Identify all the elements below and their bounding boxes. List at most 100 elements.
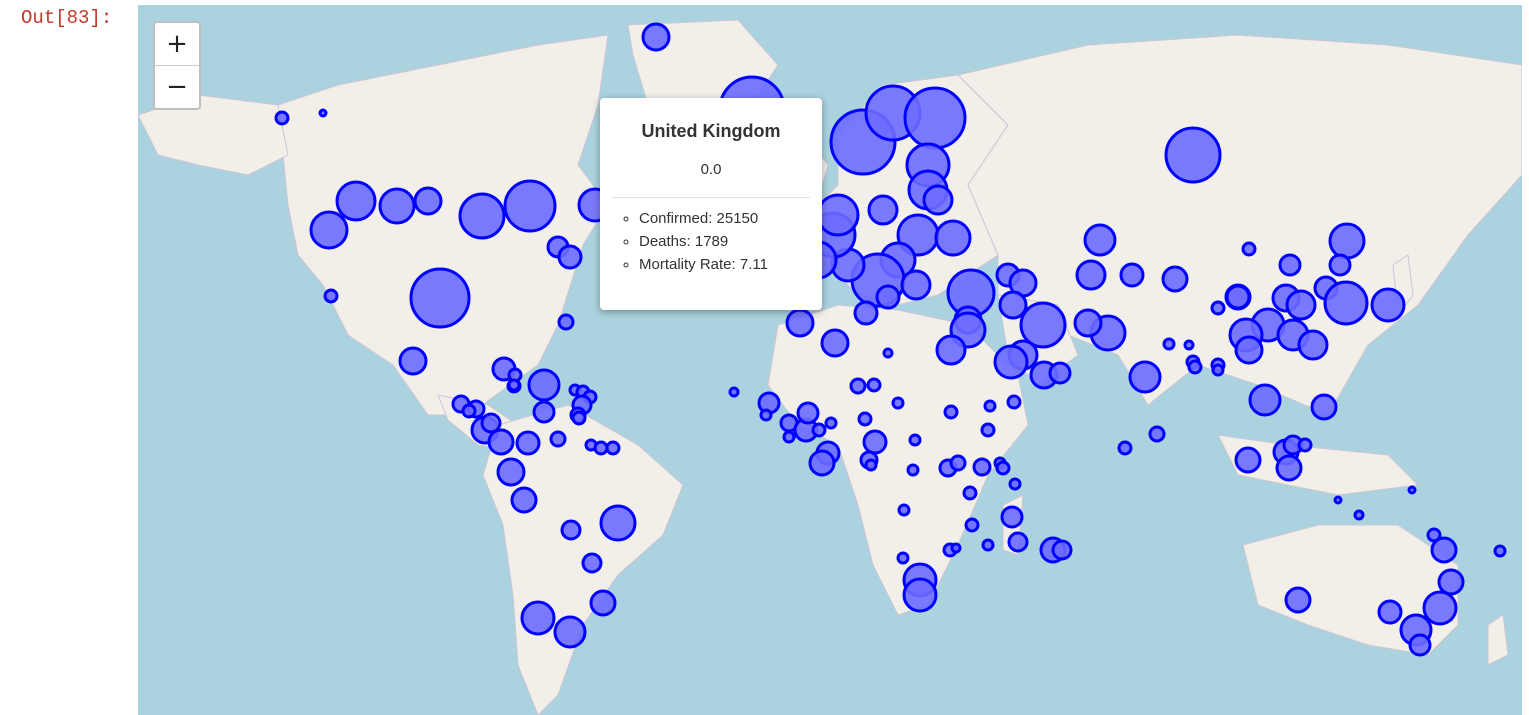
- country-marker-10[interactable]: [309, 210, 349, 250]
- zoom-out-button[interactable]: −: [155, 65, 199, 108]
- country-marker-143[interactable]: [950, 542, 962, 554]
- country-marker-118[interactable]: [882, 347, 894, 359]
- country-marker-97[interactable]: [1408, 633, 1432, 657]
- country-marker-121[interactable]: [983, 399, 997, 413]
- country-marker-50[interactable]: [1075, 259, 1107, 291]
- country-marker-152[interactable]: [496, 457, 526, 487]
- country-marker-113[interactable]: [866, 377, 882, 393]
- country-marker-15[interactable]: [398, 346, 428, 376]
- country-marker-53[interactable]: [1164, 126, 1222, 184]
- country-marker-106[interactable]: [796, 401, 820, 425]
- country-marker-127[interactable]: [972, 457, 992, 477]
- country-marker-114[interactable]: [857, 411, 873, 427]
- country-marker-40[interactable]: [935, 334, 967, 366]
- country-marker-137[interactable]: [1000, 505, 1024, 529]
- country-marker-164[interactable]: [532, 400, 556, 424]
- country-marker-133[interactable]: [897, 503, 911, 517]
- country-marker-72[interactable]: [1211, 363, 1225, 377]
- country-marker-163[interactable]: [527, 368, 561, 402]
- country-marker-79[interactable]: [1073, 308, 1103, 338]
- country-marker-2[interactable]: [318, 108, 328, 118]
- country-marker-63[interactable]: [1297, 329, 1329, 361]
- country-marker-119[interactable]: [891, 396, 905, 410]
- country-marker-65[interactable]: [1370, 287, 1406, 323]
- country-marker-128[interactable]: [962, 485, 978, 501]
- country-marker-12[interactable]: [323, 288, 339, 304]
- country-marker-129[interactable]: [964, 517, 980, 533]
- country-marker-93[interactable]: [1284, 586, 1312, 614]
- country-marker-144[interactable]: [981, 538, 995, 552]
- country-marker-138[interactable]: [1007, 531, 1029, 553]
- country-marker-111[interactable]: [808, 449, 836, 477]
- country-marker-86[interactable]: [1297, 437, 1313, 453]
- country-marker-165[interactable]: [507, 378, 521, 392]
- country-marker-71[interactable]: [1234, 335, 1264, 365]
- country-marker-80[interactable]: [1310, 393, 1338, 421]
- country-marker-35[interactable]: [785, 308, 815, 338]
- country-marker-87[interactable]: [1148, 425, 1166, 443]
- country-marker-54[interactable]: [1241, 241, 1257, 257]
- country-marker-90[interactable]: [1353, 509, 1365, 521]
- country-marker-43[interactable]: [998, 290, 1028, 320]
- country-marker-33[interactable]: [875, 284, 901, 310]
- country-marker-0[interactable]: [641, 22, 671, 52]
- country-marker-115[interactable]: [862, 429, 888, 455]
- map-canvas[interactable]: [138, 5, 1522, 715]
- country-marker-149[interactable]: [480, 412, 502, 434]
- country-marker-46[interactable]: [993, 344, 1029, 380]
- country-marker-147[interactable]: [461, 403, 477, 419]
- country-marker-34[interactable]: [853, 300, 879, 326]
- country-marker-107[interactable]: [782, 430, 796, 444]
- country-marker-68[interactable]: [1225, 284, 1251, 310]
- country-marker-99[interactable]: [1493, 544, 1507, 558]
- country-marker-140[interactable]: [1051, 539, 1073, 561]
- country-marker-132[interactable]: [906, 463, 920, 477]
- country-marker-5[interactable]: [378, 187, 416, 225]
- country-marker-57[interactable]: [1328, 253, 1352, 277]
- country-marker-153[interactable]: [510, 486, 538, 514]
- country-marker-74[interactable]: [1162, 337, 1176, 351]
- country-marker-60[interactable]: [1285, 289, 1317, 321]
- country-marker-159[interactable]: [553, 615, 587, 649]
- country-marker-135[interactable]: [896, 551, 910, 565]
- country-marker-32[interactable]: [900, 269, 932, 301]
- country-marker-166[interactable]: [549, 430, 567, 448]
- country-marker-49[interactable]: [1083, 223, 1117, 257]
- country-marker-101[interactable]: [728, 386, 740, 398]
- country-marker-108[interactable]: [811, 422, 827, 438]
- country-marker-11[interactable]: [409, 267, 471, 329]
- country-marker-14[interactable]: [557, 244, 583, 270]
- country-marker-172[interactable]: [571, 410, 587, 426]
- country-marker-109[interactable]: [824, 416, 838, 430]
- zoom-in-button[interactable]: +: [166, 29, 188, 59]
- country-markers[interactable]: [274, 22, 1507, 657]
- country-marker-158[interactable]: [520, 600, 556, 636]
- world-map[interactable]: + − United Kingdom 0.0 Confirmed: 25150 …: [138, 5, 1522, 715]
- country-marker-76[interactable]: [1187, 359, 1203, 375]
- country-marker-56[interactable]: [1328, 222, 1366, 260]
- country-marker-155[interactable]: [581, 552, 603, 574]
- country-marker-89[interactable]: [1333, 495, 1343, 505]
- country-marker-126[interactable]: [949, 454, 967, 472]
- country-marker-124[interactable]: [995, 460, 1011, 476]
- country-marker-142[interactable]: [1006, 394, 1022, 410]
- country-marker-154[interactable]: [560, 519, 582, 541]
- country-marker-151[interactable]: [515, 430, 541, 456]
- country-marker-73[interactable]: [1183, 339, 1195, 351]
- country-marker-84[interactable]: [1275, 454, 1303, 482]
- country-marker-134[interactable]: [908, 433, 922, 447]
- country-marker-91[interactable]: [1407, 485, 1417, 495]
- country-marker-8[interactable]: [503, 179, 557, 233]
- country-marker-88[interactable]: [1117, 440, 1133, 456]
- country-marker-120[interactable]: [943, 404, 959, 420]
- country-marker-44[interactable]: [1019, 301, 1067, 349]
- country-marker-157[interactable]: [599, 504, 637, 542]
- country-marker-24[interactable]: [934, 219, 972, 257]
- country-marker-52[interactable]: [1161, 265, 1189, 293]
- country-marker-150[interactable]: [487, 428, 515, 456]
- country-marker-175[interactable]: [605, 440, 621, 456]
- country-marker-36[interactable]: [820, 328, 850, 358]
- country-marker-136[interactable]: [902, 577, 938, 613]
- country-marker-16[interactable]: [557, 313, 575, 331]
- country-marker-7[interactable]: [458, 192, 506, 240]
